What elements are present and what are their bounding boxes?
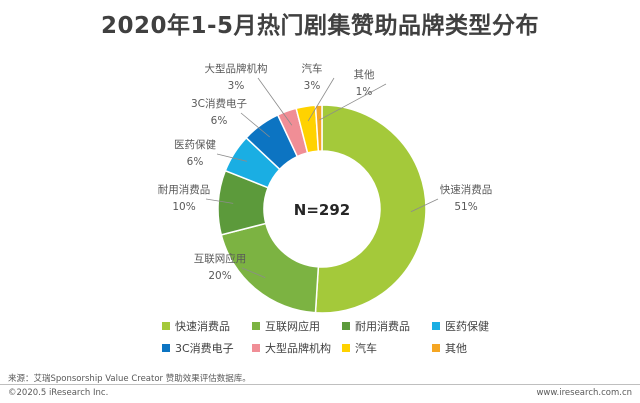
footer-divider [0,384,640,385]
slice-percent-label: 3% [228,80,245,92]
center-label: N=292 [294,201,350,219]
chart-title: 2020年1-5月热门剧集赞助品牌类型分布 [100,13,540,39]
legend-label: 汽车 [355,342,377,355]
legend-item-7: 汽车 [342,340,432,356]
leader-line-4 [216,153,247,162]
legend-item-1: 快速消费品 [162,318,252,334]
slice-percent-label: 3% [304,80,321,92]
slice-percent-label: 1% [356,86,373,98]
legend-swatch [162,322,170,330]
legend-swatch [342,322,350,330]
legend-item-6: 大型品牌机构 [252,340,342,356]
leader-line-6 [257,77,293,126]
legend-swatch [162,344,170,352]
legend-item-5: 3C消费电子 [162,340,252,356]
slice-percent-label: 10% [172,201,195,213]
leader-line-3 [205,198,234,204]
leader-line-8 [319,83,387,121]
legend-label: 医药保健 [445,320,489,333]
slice-name-label: 医药保健 [174,138,216,151]
slice-2 [220,222,320,314]
leader-line-2 [241,267,266,278]
legend-item-8: 其他 [432,340,522,356]
legend-label: 3C消费电子 [175,342,234,355]
legend-swatch [252,344,260,352]
legend-label: 耐用消费品 [355,320,410,333]
leader-line-7 [307,77,335,122]
leader-line-5 [240,112,270,138]
slice-name-label: 互联网应用 [194,252,247,265]
slice-percent-label: 6% [187,156,204,168]
copyright-text: ©2020.5 iResearch Inc. [8,388,109,398]
legend-item-2: 互联网应用 [252,318,342,334]
legend-swatch [432,344,440,352]
slice-percent-label: 6% [211,115,228,127]
legend-swatch [252,322,260,330]
slice-name-label: 耐用消费品 [158,183,211,196]
leader-line-1 [410,198,439,213]
slice-name-label: 3C消费电子 [191,97,247,110]
legend-item-4: 医药保健 [432,318,522,334]
slice-name-label: 大型品牌机构 [205,62,268,75]
slice-name-label: 快速消费品 [440,183,493,196]
legend-label: 快速消费品 [175,320,230,333]
slice-percent-label: 51% [454,201,477,213]
slice-percent-label: 20% [208,270,231,282]
legend-swatch [342,344,350,352]
slice-1 [314,104,427,314]
slice-name-label: 汽车 [302,62,323,75]
legend-item-3: 耐用消费品 [342,318,432,334]
source-note: 来源：艾瑞Sponsorship Value Creator 赞助效果评估数据库… [8,374,251,384]
slice-name-label: 其他 [354,68,375,81]
site-url: www.iresearch.com.cn [536,388,632,398]
chart-legend: 快速消费品 互联网应用 耐用消费品 医药保健 3C消费电子 大型品牌机构 汽车 其他 [162,318,522,356]
legend-label: 大型品牌机构 [265,342,331,355]
legend-label: 其他 [445,342,467,355]
legend-label: 互联网应用 [265,320,320,333]
legend-swatch [432,322,440,330]
